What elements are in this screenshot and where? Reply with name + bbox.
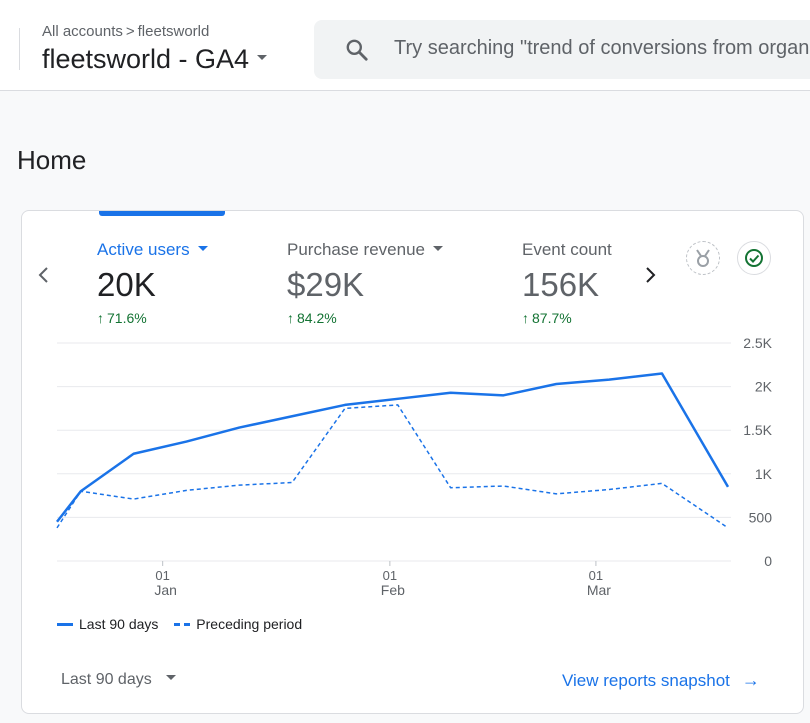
metric-label: Purchase revenue — [287, 240, 425, 259]
metric-label: Event count — [522, 240, 612, 259]
x-tick-day-label: 01 — [383, 568, 397, 583]
y-tick-label: 0 — [764, 553, 772, 569]
chart-legend: Last 90 days Preceding period — [57, 616, 314, 632]
page-title: Home — [17, 145, 87, 175]
arrow-up-icon: ↑ — [97, 310, 104, 326]
series-line-last-90-days — [56, 372, 730, 523]
legend-label: Last 90 days — [79, 616, 159, 632]
view-reports-snapshot-link[interactable]: View reports snapshot → — [562, 670, 760, 691]
overview-card: Active users 20K ↑ 71.6% Purchase revenue… — [21, 210, 804, 714]
y-tick-label: 2.5K — [743, 335, 772, 351]
metric-event-count[interactable]: Event count 156K ↑ 87.7% — [522, 240, 612, 326]
x-tick-day-label: 01 — [155, 568, 169, 583]
dashed-line-swatch — [174, 622, 191, 626]
status-button[interactable] — [737, 241, 771, 275]
caret-down-icon — [165, 675, 176, 681]
breadcrumb-all-accounts[interactable]: All accounts — [42, 23, 123, 40]
metric-change: 71.6% — [107, 310, 147, 326]
metric-change: 84.2% — [297, 310, 337, 326]
caret-down-icon — [432, 246, 443, 252]
metric-value: 156K — [522, 266, 600, 303]
metric-value: 20K — [97, 266, 156, 303]
x-tick-month-label: Jan — [154, 582, 177, 598]
x-tick-day-label: 01 — [589, 568, 603, 583]
active-tab-indicator — [99, 211, 225, 216]
caret-down-icon — [197, 246, 208, 252]
y-tick-label: 1.5K — [743, 422, 772, 438]
date-range-label: Last 90 days — [61, 671, 152, 688]
legend-item-current: Last 90 days — [57, 616, 158, 632]
breadcrumb-current[interactable]: fleetsworld — [137, 23, 210, 40]
legend-item-previous: Preceding period — [174, 616, 302, 632]
top-bar: All accounts > fleetsworld fleetsworld - G… — [0, 0, 810, 91]
arrow-up-icon: ↑ — [287, 310, 294, 326]
arrow-right-icon: → — [741, 670, 760, 690]
y-tick-label: 1K — [755, 466, 773, 482]
check-circle-icon — [745, 249, 763, 267]
series-line-preceding-period — [56, 404, 729, 529]
metric-active-users[interactable]: Active users 20K ↑ 71.6% — [97, 240, 208, 326]
caret-down-icon — [257, 55, 268, 61]
y-tick-label: 2K — [755, 379, 773, 395]
property-name: fleetsworld - GA4 — [42, 44, 250, 74]
search-placeholder: Try searching "trend of conversions from… — [394, 37, 810, 59]
property-selector[interactable]: fleetsworld - GA4 — [42, 44, 268, 75]
chevron-right-icon[interactable] — [640, 263, 660, 287]
insights-button[interactable] — [686, 241, 720, 275]
y-tick-label: 500 — [749, 509, 773, 525]
search-icon — [346, 39, 368, 61]
metric-label: Active users — [97, 240, 190, 259]
legend-label: Preceding period — [196, 616, 303, 632]
date-range-selector[interactable]: Last 90 days — [61, 671, 176, 689]
breadcrumb: All accounts > fleetsworld — [42, 23, 209, 40]
metric-purchase-revenue[interactable]: Purchase revenue $29K ↑ 84.2% — [287, 240, 443, 326]
x-tick-month-label: Feb — [381, 582, 405, 598]
x-tick-month-label: Mar — [587, 582, 611, 598]
chevron-left-icon[interactable] — [34, 263, 54, 287]
breadcrumb-separator: > — [125, 23, 135, 40]
insights-medal-icon — [696, 249, 710, 267]
solid-line-swatch — [57, 622, 73, 626]
metric-value: $29K — [287, 266, 365, 303]
arrow-up-icon: ↑ — [522, 310, 529, 326]
search-bar[interactable]: Try searching "trend of conversions from… — [314, 20, 810, 79]
snapshot-link-label: View reports snapshot — [562, 671, 730, 690]
metric-change: 87.7% — [532, 310, 572, 326]
header-divider — [19, 28, 20, 70]
